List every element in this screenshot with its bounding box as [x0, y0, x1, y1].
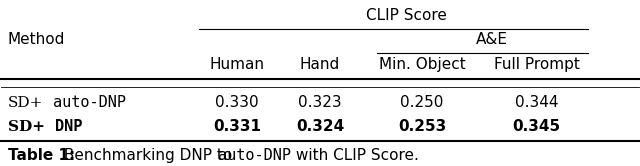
Text: Method: Method — [8, 33, 65, 47]
Text: 0.344: 0.344 — [515, 95, 559, 110]
Text: SD+: SD+ — [8, 96, 43, 110]
Text: Human: Human — [210, 57, 265, 72]
Text: A&E: A&E — [476, 33, 508, 47]
Text: CLIP Score: CLIP Score — [365, 8, 447, 23]
Text: 0.250: 0.250 — [400, 95, 444, 110]
Text: Hand: Hand — [300, 57, 340, 72]
Text: DNP: DNP — [55, 119, 83, 134]
Text: 0.331: 0.331 — [213, 119, 261, 134]
Text: auto-DNP: auto-DNP — [218, 148, 291, 163]
Text: with CLIP Score.: with CLIP Score. — [291, 148, 419, 163]
Text: 0.330: 0.330 — [215, 95, 259, 110]
Text: auto-DNP: auto-DNP — [53, 95, 126, 110]
Text: Table 1:: Table 1: — [8, 148, 75, 163]
Text: 0.324: 0.324 — [296, 119, 344, 134]
Text: 0.345: 0.345 — [513, 119, 561, 134]
Text: Benchmarking DNP to: Benchmarking DNP to — [59, 148, 237, 163]
Text: SD+: SD+ — [8, 120, 45, 134]
Text: Min. Object: Min. Object — [379, 57, 465, 72]
Text: Full Prompt: Full Prompt — [493, 57, 580, 72]
Text: 0.253: 0.253 — [398, 119, 446, 134]
Text: 0.323: 0.323 — [298, 95, 342, 110]
